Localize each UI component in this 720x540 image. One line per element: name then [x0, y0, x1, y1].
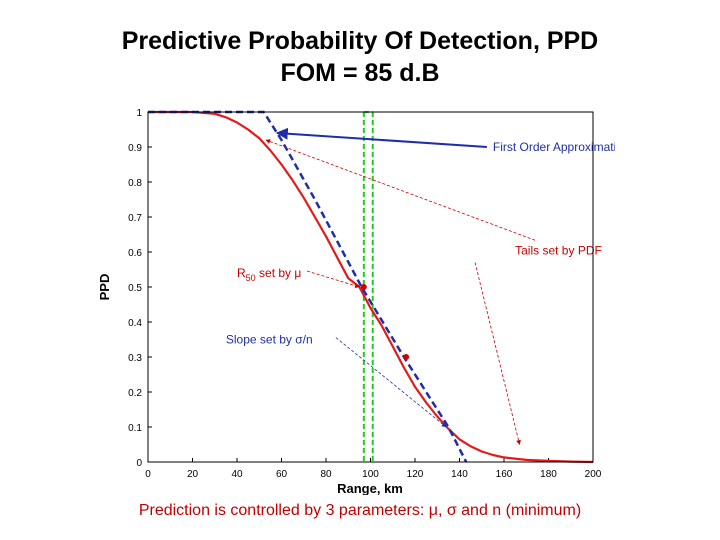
y-tick-label: 0.4: [128, 318, 142, 329]
slide-title-line-1: Predictive Probability Of Detection, PPD: [121, 27, 599, 55]
y-tick-label: 0.6: [128, 248, 142, 259]
annotation-label: First Order Approximation: [493, 140, 615, 154]
x-tick-label: 160: [496, 469, 513, 480]
annotation-arrow: [335, 337, 447, 428]
x-tick-label: 60: [276, 469, 288, 480]
series-line-ppd-curve: [148, 110, 594, 464]
annotation-arrow: [306, 270, 360, 289]
x-tick-label: 20: [187, 469, 199, 480]
y-tick-label: 0.3: [128, 353, 142, 364]
y-tick-label: 0: [136, 458, 142, 469]
series-line-first-order-approximation: [148, 110, 468, 463]
x-tick-label: 200: [585, 469, 602, 480]
y-axis-ticks: 0 0.1 0.2 0.3 0.4 0.5 0.6 0.7 0.8 0.9 1: [128, 108, 152, 469]
y-tick-label: 0.7: [128, 213, 142, 224]
x-axis-label: Range, km: [337, 481, 403, 495]
data-marker: [360, 284, 367, 290]
x-tick-label: 80: [320, 469, 332, 480]
y-axis-label: PPD: [97, 274, 112, 301]
y-tick-label: 0.9: [128, 143, 142, 154]
y-tick-label: 0.8: [128, 178, 142, 189]
slide-caption: Prediction is controlled by 3 parameters…: [138, 502, 582, 519]
ppd-chart: 0 20 40 60 80 100 120 140 160 180 200 0 0.1 0.2 0.3 0.…: [97, 108, 615, 495]
x-tick-label: 40: [231, 469, 243, 480]
plot-frame: [147, 111, 594, 463]
annotation-arrow: [474, 262, 521, 445]
x-tick-label: 180: [540, 469, 557, 480]
annotation-label: Tails set by PDF: [515, 243, 602, 257]
x-tick-label: 100: [362, 469, 379, 480]
x-tick-label: 120: [407, 469, 424, 480]
x-tick-label: 140: [451, 469, 468, 480]
marker-layer: [360, 284, 410, 360]
plot-area: [148, 112, 593, 462]
y-tick-label: 0.5: [128, 283, 142, 294]
annotation-label: R50 set by μ: [237, 266, 301, 283]
y-tick-label: 0.1: [128, 423, 142, 434]
annotation-arrow: [265, 139, 536, 241]
annotation-label: Slope set by σ/n: [226, 333, 313, 347]
series-layer: [148, 110, 594, 464]
data-marker: [403, 354, 410, 360]
slide-title-line-2: FOM = 85 d.B: [280, 59, 440, 87]
annotation-arrow: [275, 127, 487, 148]
y-tick-label: 1: [136, 108, 142, 119]
y-tick-label: 0.2: [128, 388, 142, 399]
x-tick-label: 0: [145, 469, 151, 480]
annotation-layer: First Order Approximation Tails set by PD…: [226, 127, 615, 445]
